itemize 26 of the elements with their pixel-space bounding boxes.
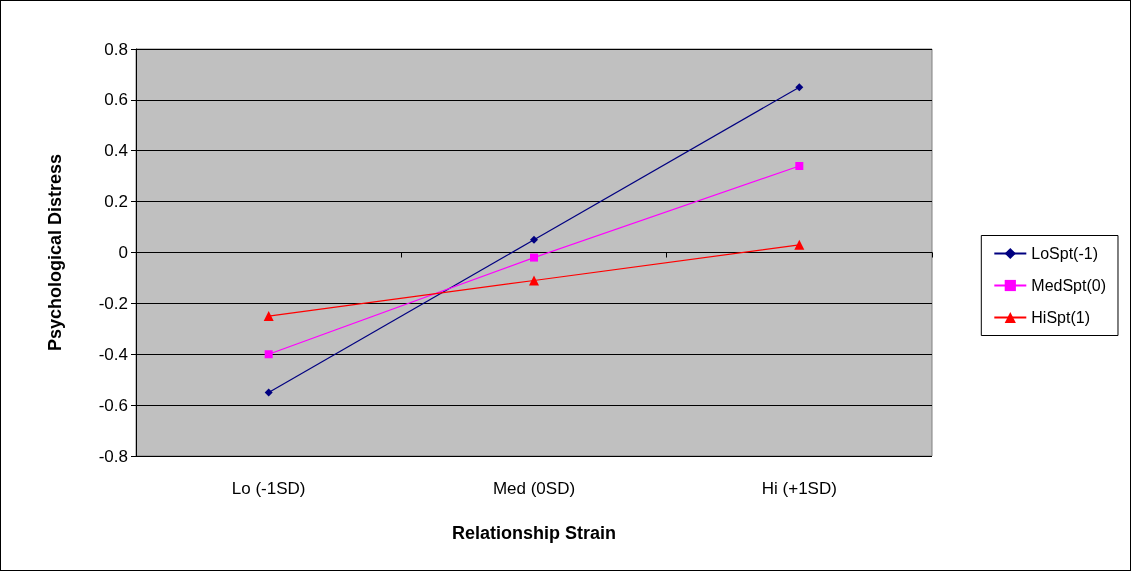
x-axis-title: Relationship Strain bbox=[451, 523, 617, 543]
point bbox=[794, 239, 805, 250]
y-tick-label: 0 bbox=[118, 243, 128, 262]
x-tick-label: Hi (+1SD) bbox=[761, 479, 837, 498]
legend-label: MedSpt(0) bbox=[1031, 277, 1107, 294]
point bbox=[530, 253, 538, 262]
point bbox=[263, 311, 274, 322]
y-tick-label: 0.6 bbox=[104, 90, 128, 110]
y-axis-title: Psychological Distress bbox=[45, 153, 65, 352]
point bbox=[795, 162, 804, 171]
y-tick-label: 0.2 bbox=[104, 192, 128, 212]
y-tick-label: -0.6 bbox=[98, 395, 128, 415]
y-tick-label: -0.2 bbox=[98, 293, 128, 313]
y-tick-label: -0.8 bbox=[98, 446, 128, 466]
x-tick-label: Med (0SD) bbox=[492, 479, 576, 498]
y-tick-label: 0.8 bbox=[104, 39, 128, 59]
legend-label: LoSpt(-1) bbox=[1031, 245, 1099, 262]
y-tick-label: 0.4 bbox=[104, 141, 128, 161]
point bbox=[795, 83, 804, 92]
point bbox=[264, 350, 273, 359]
y-tick-label: -0.4 bbox=[98, 344, 128, 364]
legend-label: HiSpt(1) bbox=[1031, 309, 1090, 326]
point bbox=[264, 388, 273, 397]
x-tick-label: Lo (-1SD) bbox=[231, 479, 306, 498]
point bbox=[530, 235, 538, 244]
point bbox=[529, 275, 539, 286]
